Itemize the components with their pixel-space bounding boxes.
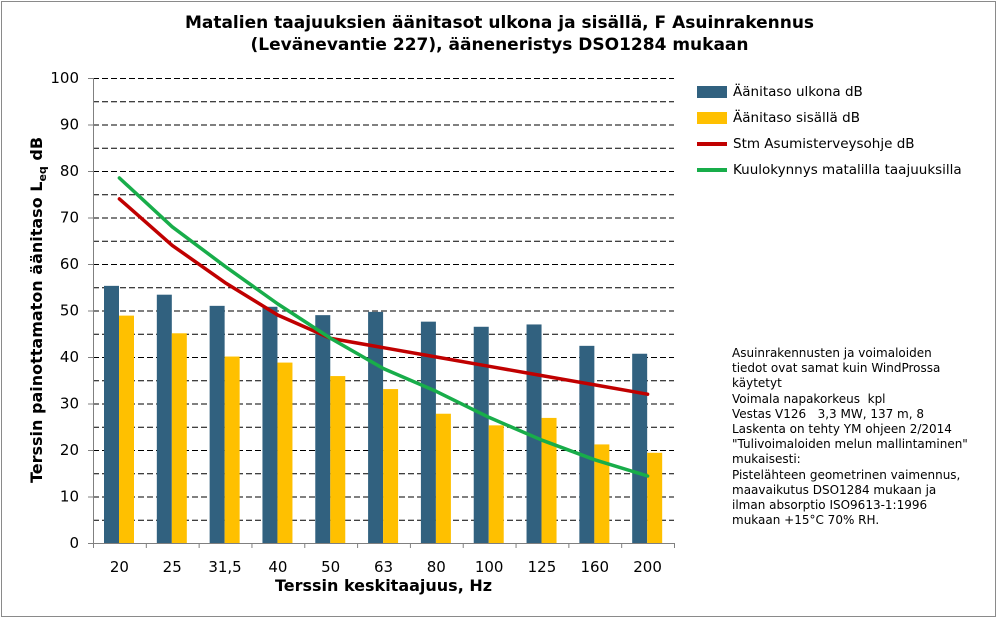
- note-line: Vestas V126 3,3 MW, 137 m, 8: [732, 406, 925, 421]
- y-tick-label: 100: [50, 69, 79, 87]
- bar-indoor: [594, 444, 610, 543]
- y-tick-label: 30: [60, 395, 79, 413]
- legend-label-indoor: Äänitaso sisällä dB: [733, 110, 860, 126]
- note-line: maavaikutus DSO1284 mukaan ja: [732, 482, 937, 497]
- x-tick-label: 20: [110, 558, 129, 576]
- x-tick-label: 80: [427, 558, 446, 576]
- note-line: tiedot ovat samat kuin WindProssa: [732, 361, 941, 376]
- y-tick-label: 80: [60, 162, 79, 180]
- bar-indoor: [119, 315, 134, 543]
- bar-outdoor: [526, 324, 542, 543]
- y-tick-label: 50: [60, 302, 79, 320]
- note-line: Asuinrakennusten ja voimaloiden: [732, 346, 932, 360]
- y-tick-label: 60: [60, 255, 79, 273]
- x-tick-label: 31,5: [208, 558, 241, 576]
- bar-indoor: [435, 413, 451, 543]
- bar-indoor: [488, 425, 504, 543]
- legend-item-stm: Stm Asumisterveysohje dB: [697, 134, 915, 154]
- legend-swatch-outdoor: [697, 86, 727, 98]
- legend-item-outdoor: Äänitaso ulkona dB: [697, 82, 863, 102]
- bar-outdoor: [368, 311, 384, 543]
- x-tick-label: 160: [580, 558, 609, 576]
- note-line: "Tulivoimaloiden melun mallintaminen": [732, 437, 968, 452]
- bar-indoor: [171, 333, 187, 543]
- bar-outdoor: [420, 321, 436, 543]
- x-tick-label: 100: [475, 558, 504, 576]
- x-tick-label: 125: [528, 558, 557, 576]
- legend-label-stm: Stm Asumisterveysohje dB: [733, 136, 915, 152]
- y-tick-label: 70: [60, 209, 79, 227]
- legend-item-indoor: Äänitaso sisällä dB: [697, 108, 860, 128]
- bar-indoor: [383, 389, 399, 543]
- bar-outdoor: [156, 294, 172, 543]
- y-axis-label-main: Terssin painottamaton äänitaso L: [26, 181, 46, 484]
- bar-indoor: [647, 452, 663, 543]
- legend-label-outdoor: Äänitaso ulkona dB: [733, 84, 863, 100]
- bar-outdoor: [632, 353, 648, 543]
- note-line: ilman absorptio ISO9613-1:1996: [732, 498, 928, 513]
- legend-item-hearing: Kuulokynnys matalilla taajuuksilla: [697, 160, 962, 180]
- chart-title: Matalien taajuuksien äänitasot ulkona ja…: [0, 12, 999, 56]
- y-tick-label: 90: [60, 116, 79, 134]
- line-stm: [117, 197, 650, 396]
- x-tick-label: 40: [268, 558, 287, 576]
- legend-label-hearing: Kuulokynnys matalilla taajuuksilla: [733, 162, 962, 178]
- note-line: Laskenta on tehty YM ohjeen 2/2014: [732, 422, 952, 437]
- bar-indoor: [330, 376, 346, 543]
- note-line: käytetyt: [732, 376, 782, 391]
- bar-indoor: [224, 356, 240, 543]
- calculation-note: Asuinrakennusten ja voimaloiden tiedot o…: [732, 346, 982, 528]
- y-tick-label: 0: [69, 534, 79, 552]
- note-line: mukaan +15°C 70% RH.: [732, 513, 880, 528]
- chart-title-line-2: (Levänevantie 227), ääneneristys DSO1284…: [250, 35, 749, 55]
- bar-indoor: [277, 362, 293, 543]
- bar-outdoor: [579, 345, 595, 543]
- y-tick-label: 40: [60, 348, 79, 366]
- legend-swatch-indoor: [697, 112, 727, 124]
- bar-outdoor: [473, 326, 489, 543]
- bar-outdoor: [315, 315, 331, 543]
- y-tick-label: 20: [60, 441, 79, 459]
- bar-outdoor: [104, 285, 119, 543]
- x-tick-label: 200: [633, 558, 662, 576]
- legend-line-stm: [697, 142, 727, 146]
- bar-outdoor: [262, 306, 278, 543]
- x-tick-label: 50: [321, 558, 340, 576]
- y-axis-label-suffix: dB: [26, 136, 46, 167]
- chart-title-line-1: Matalien taajuuksien äänitasot ulkona ja…: [184, 13, 815, 33]
- bar-outdoor: [209, 305, 225, 543]
- line-hearing: [117, 176, 650, 478]
- x-tick-label: 63: [374, 558, 393, 576]
- x-axis-label: Terssin keskitaajuus, Hz: [274, 576, 493, 595]
- legend-line-hearing: [697, 168, 727, 172]
- y-tick-label: 10: [60, 488, 79, 506]
- x-tick-label: 25: [163, 558, 182, 576]
- note-line: Pistelähteen geometrinen vaimennus,: [732, 467, 961, 482]
- bar-indoor: [541, 417, 557, 543]
- note-line: Voimala napakorkeus kpl: [732, 391, 886, 406]
- y-axis-label: Terssin painottamaton äänitaso Leq dB: [27, 137, 49, 483]
- y-axis-label-sub: eq: [36, 166, 50, 182]
- note-line: mukaisesti:: [732, 452, 801, 467]
